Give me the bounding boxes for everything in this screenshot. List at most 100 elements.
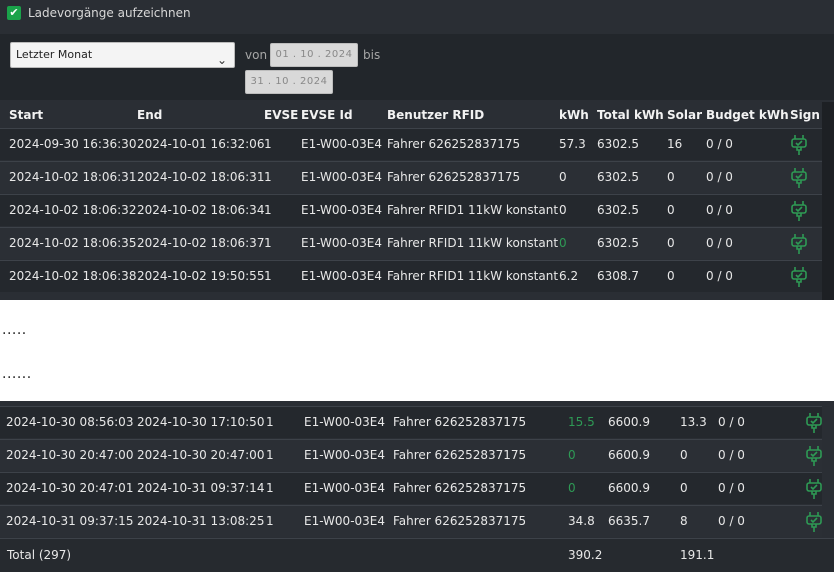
- cell-evse: 1: [264, 203, 272, 217]
- record-sessions-toggle[interactable]: ✔ Ladevorgänge aufzeichnen: [7, 3, 191, 23]
- cell-end: 2024-10-02 18:06:31: [137, 170, 265, 184]
- cell-user-rfid: Fahrer RFID1 11kW konstant: [387, 203, 559, 217]
- sessions-panel-bottom: 2024-10-30 08:56:03 2024-10-30 17:10:50 1 E…: [0, 401, 834, 572]
- plug-sign-icon[interactable]: [805, 511, 823, 533]
- cell-budget-kwh: 0 / 0: [706, 269, 733, 283]
- cell-evse: 1: [266, 514, 274, 528]
- plug-sign-icon[interactable]: [790, 167, 808, 189]
- plug-sign-icon[interactable]: [805, 445, 823, 467]
- total-solar: 191.1: [680, 548, 715, 562]
- col-evse[interactable]: EVSE: [264, 108, 299, 122]
- cell-total-kwh: 6600.9: [608, 448, 650, 462]
- plug-sign-icon[interactable]: [790, 200, 808, 222]
- col-solar[interactable]: Solar: [667, 108, 703, 122]
- cell-total-kwh: 6302.5: [597, 203, 639, 217]
- table-row[interactable]: 2024-10-02 18:06:38 2024-10-02 19:50:55 1 E…: [0, 260, 822, 292]
- from-date-input[interactable]: 01 . 10 . 2024: [270, 43, 358, 67]
- cell-kwh: 0: [568, 448, 576, 462]
- cell-evse: 1: [264, 137, 272, 151]
- table-scrollbar[interactable]: [822, 102, 834, 300]
- cell-start: 2024-10-30 20:47:01: [6, 481, 134, 495]
- cell-solar: 0: [680, 448, 688, 462]
- col-start[interactable]: Start: [9, 108, 44, 122]
- plug-sign-icon[interactable]: [790, 233, 808, 255]
- cell-solar: 16: [667, 137, 683, 151]
- cell-end: 2024-10-30 17:10:50: [137, 415, 265, 429]
- cell-start: 2024-10-02 18:06:38: [9, 269, 137, 283]
- checkbox-checked-icon[interactable]: ✔: [7, 6, 21, 20]
- cell-evse-id: E1-W00-03E4: [304, 514, 386, 528]
- omission-marker: .....: [2, 322, 27, 338]
- cell-evse: 1: [264, 269, 272, 283]
- cell-user-rfid: Fahrer 626252837175: [393, 514, 527, 528]
- cell-end: 2024-10-02 18:06:34: [137, 203, 265, 217]
- col-sign[interactable]: Sign: [790, 108, 820, 122]
- table-row[interactable]: 2024-10-30 20:47:00 2024-10-30 20:47:00 1 E…: [0, 439, 822, 471]
- plug-sign-icon[interactable]: [790, 134, 808, 156]
- cell-evse-id: E1-W00-03E4: [301, 137, 383, 151]
- plug-sign-icon[interactable]: [790, 266, 808, 288]
- sessions-panel-top: ✔ Ladevorgänge aufzeichnen Letzter Monat…: [0, 0, 834, 300]
- from-label: von: [245, 48, 268, 62]
- cell-kwh: 6.2: [559, 269, 579, 283]
- to-date-input[interactable]: 31 . 10 . 2024: [245, 70, 333, 94]
- table-header: Start End EVSE EVSE Id Benutzer RFID kWh…: [0, 102, 822, 128]
- cell-solar: 0: [680, 481, 688, 495]
- cell-solar: 8: [680, 514, 688, 528]
- table-row[interactable]: 2024-10-30 20:47:01 2024-10-31 09:37:14 1 E…: [0, 472, 822, 504]
- cell-evse: 1: [266, 448, 274, 462]
- cell-kwh: 15.5: [568, 415, 595, 429]
- col-kwh[interactable]: kWh: [559, 108, 589, 122]
- col-end[interactable]: End: [137, 108, 163, 122]
- cell-evse-id: E1-W00-03E4: [301, 170, 383, 184]
- cell-solar: 0: [667, 170, 675, 184]
- cell-evse-id: E1-W00-03E4: [301, 236, 383, 250]
- table-row[interactable]: 2024-10-31 09:37:15 2024-10-31 13:08:25 1 E…: [0, 505, 822, 537]
- period-select[interactable]: Letzter Monat ⌄: [10, 42, 235, 68]
- cell-budget-kwh: 0 / 0: [718, 481, 745, 495]
- col-evse-id[interactable]: EVSE Id: [301, 108, 353, 122]
- cell-start: 2024-10-02 18:06:32: [9, 203, 137, 217]
- cell-total-kwh: 6302.5: [597, 137, 639, 151]
- plug-sign-icon[interactable]: [805, 412, 823, 434]
- table-row[interactable]: 2024-10-02 18:06:32 2024-10-02 18:06:34 1 E…: [0, 194, 822, 226]
- cell-start: 2024-09-30 16:36:30: [9, 137, 137, 151]
- total-kwh: 390.2: [568, 548, 603, 562]
- cell-user-rfid: Fahrer RFID1 11kW konstant: [387, 269, 559, 283]
- cell-evse: 1: [266, 415, 274, 429]
- table-row[interactable]: 2024-10-02 18:06:31 2024-10-02 18:06:31 1 E…: [0, 161, 822, 193]
- col-user-rfid[interactable]: Benutzer RFID: [387, 108, 485, 122]
- cell-solar: 0: [667, 203, 675, 217]
- cell-solar: 0: [667, 269, 675, 283]
- cell-total-kwh: 6635.7: [608, 514, 650, 528]
- cell-kwh: 0: [559, 170, 567, 184]
- col-budget-kwh[interactable]: Budget kWh: [706, 108, 789, 122]
- table-row[interactable]: 2024-10-30 08:56:03 2024-10-30 17:10:50 1 E…: [0, 406, 822, 438]
- col-total-kwh[interactable]: Total kWh: [597, 108, 664, 122]
- cell-end: 2024-10-30 20:47:00: [137, 448, 265, 462]
- cell-total-kwh: 6302.5: [597, 170, 639, 184]
- cell-kwh: 0: [559, 236, 567, 250]
- filter-bar: Letzter Monat ⌄ von 01 . 10 . 2024 bis 3…: [0, 34, 834, 100]
- cell-solar: 13.3: [680, 415, 707, 429]
- period-select-value: Letzter Monat: [16, 48, 93, 61]
- cell-evse-id: E1-W00-03E4: [304, 448, 386, 462]
- cell-evse-id: E1-W00-03E4: [304, 415, 386, 429]
- cell-kwh: 34.8: [568, 514, 595, 528]
- cell-user-rfid: Fahrer 626252837175: [393, 415, 527, 429]
- table-row[interactable]: 2024-10-02 18:06:35 2024-10-02 18:06:37 1 E…: [0, 227, 822, 259]
- table-row[interactable]: 2024-09-30 16:36:30 2024-10-01 16:32:06 1 E…: [0, 128, 822, 160]
- cell-budget-kwh: 0 / 0: [718, 514, 745, 528]
- total-label: Total (297): [7, 548, 72, 562]
- plug-sign-icon[interactable]: [805, 478, 823, 500]
- cell-end: 2024-10-02 18:06:37: [137, 236, 265, 250]
- cell-start: 2024-10-30 20:47:00: [6, 448, 134, 462]
- record-sessions-label: Ladevorgänge aufzeichnen: [28, 6, 191, 20]
- cell-kwh: 0: [559, 203, 567, 217]
- cell-evse-id: E1-W00-03E4: [304, 481, 386, 495]
- cell-end: 2024-10-31 13:08:25: [137, 514, 265, 528]
- to-label: bis: [363, 48, 381, 62]
- cell-evse-id: E1-W00-03E4: [301, 203, 383, 217]
- cell-user-rfid: Fahrer 626252837175: [393, 448, 527, 462]
- cell-end: 2024-10-01 16:32:06: [137, 137, 265, 151]
